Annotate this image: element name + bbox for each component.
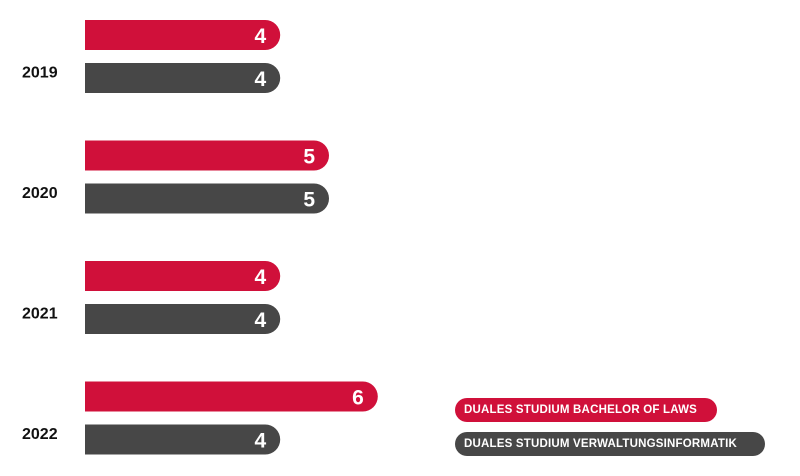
year-label-2020: 2020 [22,185,58,202]
bar-2022-series-2 [85,424,281,455]
legend-item-bachelor-of-laws: DUALES STUDIUM BACHELOR OF LAWS [455,398,717,422]
bar-value-label-2022-series-1: 6 [352,387,364,410]
bar-value-label-2020-series-2: 5 [303,189,315,212]
bar-2020-series-1 [85,140,329,171]
year-label-2021: 2021 [22,306,58,323]
bar-2022-series-1 [85,381,378,412]
bar-value-label-2019-series-2: 4 [255,68,267,91]
bar-value-label-2019-series-1: 4 [255,25,267,48]
bar-2021-series-2 [85,304,281,334]
year-label-2022: 2022 [22,426,58,443]
year-label-2019: 2019 [22,65,58,82]
bar-value-label-2021-series-2: 4 [255,309,267,332]
bar-2020-series-2 [85,183,329,214]
bar-value-label-2020-series-1: 5 [303,146,315,169]
bar-value-label-2022-series-2: 4 [255,430,267,453]
bar-2019-series-2 [85,63,281,93]
bar-value-label-2021-series-1: 4 [255,266,267,289]
legend-item-verwaltungsinformatik: DUALES STUDIUM VERWALTUNGSINFORMATIK [455,432,765,456]
legend: DUALES STUDIUM BACHELOR OF LAWS DUALES S… [455,398,775,456]
bar-2019-series-1 [85,20,281,50]
bar-2021-series-1 [85,261,281,291]
